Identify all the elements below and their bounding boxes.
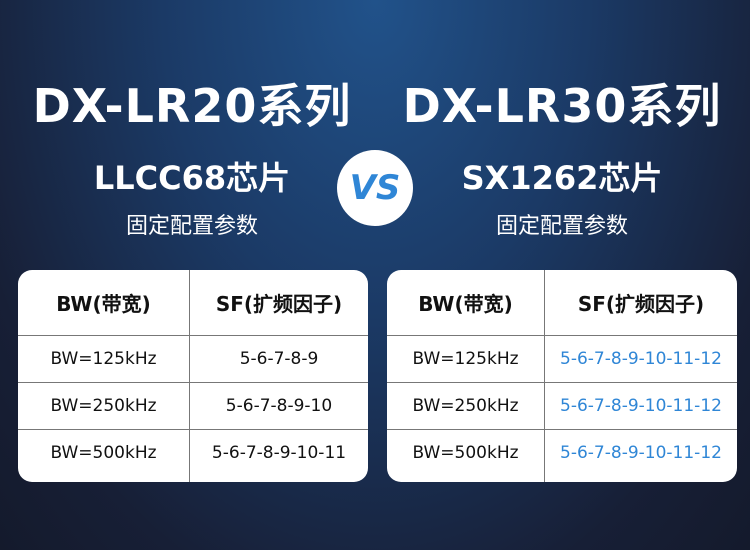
cell-sf: 5-6-7-8-9-10-11-12: [560, 396, 722, 416]
cell-bw: BW=125kHz: [18, 336, 190, 382]
cell-sf: 5-6-7-8-9-10-11: [211, 443, 347, 463]
cell-sf: 5-6-7-8-9: [239, 349, 319, 369]
left-chip: LLCC68芯片: [93, 159, 291, 197]
table-header: BW(带宽) SF(扩频因子): [387, 270, 737, 336]
table-row: BW=125kHz 5-6-7-8-9-10-11-12: [387, 336, 737, 383]
left-table: BW(带宽) SF(扩频因子) BW=125kHz 5-6-7-8-9 BW=2…: [18, 270, 368, 482]
vs-badge: VS: [337, 150, 413, 226]
cell-bw: BW=250kHz: [387, 383, 545, 429]
right-table: BW(带宽) SF(扩频因子) BW=125kHz 5-6-7-8-9-10-1…: [387, 270, 737, 482]
cell-bw: BW=500kHz: [387, 430, 545, 482]
header-sf: SF(扩频因子): [215, 292, 343, 316]
header-sf: SF(扩频因子): [577, 292, 705, 316]
table-row: BW=250kHz 5-6-7-8-9-10-11-12: [387, 383, 737, 430]
right-title: DX-LR30系列: [402, 79, 722, 133]
cell-bw: BW=250kHz: [18, 383, 190, 429]
right-chip: SX1262芯片: [461, 159, 663, 197]
table-row: BW=125kHz 5-6-7-8-9: [18, 336, 368, 383]
cell-bw: BW=125kHz: [387, 336, 545, 382]
table-row: BW=500kHz 5-6-7-8-9-10-11-12: [387, 430, 737, 482]
header-bw: BW(带宽): [18, 270, 190, 335]
table-row: BW=250kHz 5-6-7-8-9-10: [18, 383, 368, 430]
right-subtitle: 固定配置参数: [495, 214, 628, 239]
cell-sf: 5-6-7-8-9-10-11-12: [560, 349, 722, 369]
cell-sf: 5-6-7-8-9-10: [225, 396, 333, 416]
cell-sf: 5-6-7-8-9-10-11-12: [560, 443, 722, 463]
cell-bw: BW=500kHz: [18, 430, 190, 482]
table-row: BW=500kHz 5-6-7-8-9-10-11: [18, 430, 368, 482]
left-title: DX-LR20系列: [32, 79, 352, 133]
header-bw: BW(带宽): [387, 270, 545, 335]
table-header: BW(带宽) SF(扩频因子): [18, 270, 368, 336]
left-subtitle: 固定配置参数: [125, 214, 258, 239]
